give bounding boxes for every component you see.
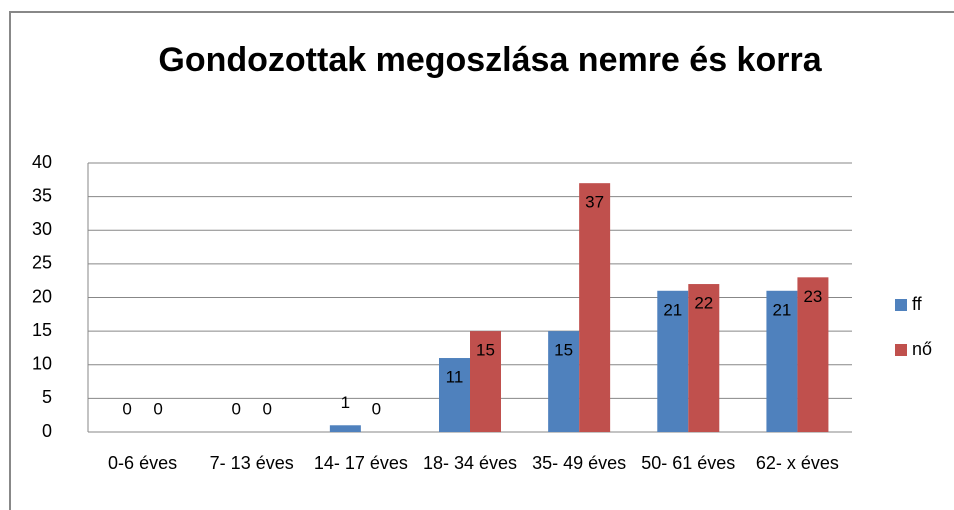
bar	[688, 284, 720, 432]
legend-swatch	[895, 299, 907, 311]
bar	[329, 425, 361, 432]
data-label: 21	[663, 300, 682, 319]
data-label: 1	[341, 393, 350, 412]
y-tick-label: 5	[42, 387, 52, 407]
x-tick-label: 62- x éves	[756, 453, 839, 473]
x-tick-label: 0-6 éves	[108, 453, 177, 473]
x-tick-label: 35- 49 éves	[532, 453, 626, 473]
data-label: 11	[446, 368, 464, 387]
y-tick-label: 20	[32, 286, 52, 306]
bar	[470, 331, 501, 432]
bar	[548, 331, 580, 432]
x-tick-label: 7- 13 éves	[210, 453, 294, 473]
x-tick-label: 18- 34 éves	[423, 453, 517, 473]
data-label: 15	[476, 341, 495, 360]
y-tick-label: 10	[32, 354, 52, 374]
y-tick-label: 35	[32, 185, 52, 205]
data-label: 21	[772, 300, 791, 319]
x-tick-label: 50- 61 éves	[641, 453, 735, 473]
data-label: 15	[554, 341, 573, 360]
legend-label: nő	[912, 339, 932, 359]
bar	[439, 358, 470, 432]
bar	[657, 290, 689, 432]
y-tick-label: 25	[32, 253, 52, 273]
data-label: 0	[122, 399, 131, 418]
data-label: 0	[231, 399, 240, 418]
bar	[766, 290, 798, 432]
data-label: 23	[803, 287, 822, 306]
bar	[579, 183, 611, 432]
y-tick-label: 40	[32, 152, 52, 172]
legend-swatch	[895, 344, 907, 356]
chart-border	[9, 11, 954, 510]
legend-label: ff	[912, 294, 923, 314]
chart-title: Gondozottak megoszlása nemre és korra	[158, 41, 822, 79]
y-tick-label: 0	[42, 421, 52, 441]
data-label: 37	[585, 193, 604, 212]
y-tick-label: 15	[32, 320, 52, 340]
data-label: 22	[694, 294, 713, 313]
x-tick-label: 14- 17 éves	[314, 453, 408, 473]
bar	[797, 277, 829, 432]
y-tick-label: 30	[32, 219, 52, 239]
data-label: 0	[153, 399, 162, 418]
data-label: 0	[372, 399, 381, 418]
data-label: 0	[262, 399, 271, 418]
